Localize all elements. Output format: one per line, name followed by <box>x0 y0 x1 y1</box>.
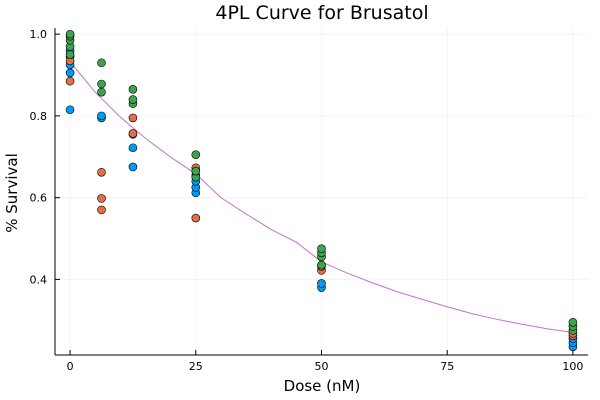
data-point-series-3 <box>97 79 106 89</box>
x-tick-label: 25 <box>189 360 203 373</box>
x-tick-label: 0 <box>67 360 74 373</box>
chart-title: 4PL Curve for Brusatol <box>215 2 428 24</box>
data-point-series-1 <box>65 68 75 78</box>
data-point-series-2 <box>65 76 75 86</box>
data-point-series-1 <box>317 279 326 288</box>
x-axis-label: Dose (nM) <box>284 377 361 395</box>
data-point-series-3 <box>568 317 578 327</box>
y-tick-label: 0.4 <box>30 273 48 286</box>
data-point-series-1 <box>65 105 75 115</box>
grid-lines <box>55 28 588 355</box>
data-point-series-2 <box>97 205 106 215</box>
data-point-series-2 <box>97 194 106 203</box>
data-point-series-3 <box>317 260 326 270</box>
axes: 0 25 50 75 100 0.4 0.6 0.8 1.0 <box>30 28 588 373</box>
x-tick-label: 50 <box>315 360 329 373</box>
data-point-series-1 <box>97 111 106 121</box>
data-point-series-1 <box>128 162 138 172</box>
y-tick-label: 0.6 <box>30 192 48 205</box>
data-point-series-2 <box>128 113 138 123</box>
y-tick-label: 1.0 <box>30 28 48 41</box>
data-point-series-3 <box>97 58 106 68</box>
data-point-series-3 <box>65 29 75 39</box>
data-points-layer <box>65 29 578 352</box>
data-point-series-2 <box>128 129 138 138</box>
data-point-series-3 <box>317 244 326 254</box>
data-point-series-3 <box>191 166 201 176</box>
data-point-series-2 <box>97 167 106 177</box>
data-point-series-3 <box>65 50 75 59</box>
data-point-series-3 <box>128 95 138 104</box>
y-tick-label: 0.8 <box>30 110 48 123</box>
x-tick-label: 75 <box>440 360 454 373</box>
x-tick-label: 100 <box>562 360 583 373</box>
data-point-series-3 <box>97 87 106 97</box>
data-point-series-2 <box>191 213 201 223</box>
data-point-series-1 <box>128 143 138 153</box>
data-point-series-3 <box>191 150 201 160</box>
data-point-series-3 <box>128 85 138 94</box>
y-axis-label: % Survival <box>3 153 21 233</box>
